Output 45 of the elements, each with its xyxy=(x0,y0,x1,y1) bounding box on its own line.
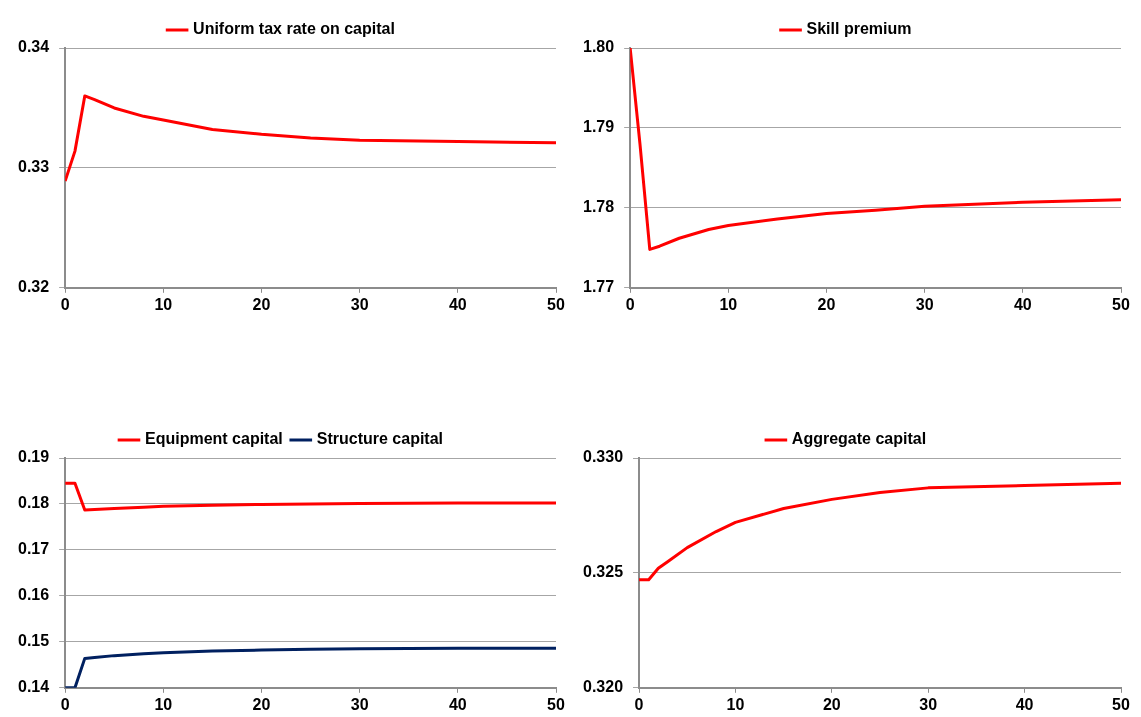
y-tick-label: 0.14 xyxy=(18,678,50,696)
y-tick-label: 0.325 xyxy=(582,563,624,581)
x-tick-label: 30 xyxy=(350,295,369,313)
x-tick-label: 50 xyxy=(547,695,565,713)
legend-label: Aggregate capital xyxy=(791,430,927,448)
x-tick-label: 20 xyxy=(252,695,271,713)
x-tick-label: 50 xyxy=(1112,295,1130,313)
x-tick-label: 0 xyxy=(634,695,644,713)
y-tick-label: 0.320 xyxy=(582,678,624,696)
x-tick-label: 0 xyxy=(625,295,635,313)
x-tick-label: 30 xyxy=(350,695,369,713)
y-tick-label: 0.34 xyxy=(18,38,50,56)
y-tick-label: 0.19 xyxy=(18,448,50,466)
y-tick-label: 0.17 xyxy=(18,540,50,558)
legend-label: Skill premium xyxy=(806,20,912,38)
x-tick-label: 20 xyxy=(822,695,841,713)
legend-label: Uniform tax rate on capital xyxy=(193,20,395,38)
x-tick-label: 10 xyxy=(154,295,173,313)
x-tick-label: 10 xyxy=(154,695,173,713)
x-tick-label: 40 xyxy=(448,695,467,713)
x-tick-label: 0 xyxy=(60,295,70,313)
y-tick-label: 1.78 xyxy=(583,198,615,216)
y-tick-label: 1.80 xyxy=(583,38,615,56)
y-tick-label: 0.32 xyxy=(18,278,50,296)
x-tick-label: 10 xyxy=(726,695,745,713)
x-tick-label: 40 xyxy=(1013,295,1032,313)
x-tick-label: 30 xyxy=(915,295,934,313)
x-tick-label: 30 xyxy=(919,695,938,713)
y-tick-label: 1.77 xyxy=(583,278,615,296)
y-tick-label: 0.16 xyxy=(18,586,50,604)
x-tick-label: 10 xyxy=(719,295,738,313)
x-tick-label: 20 xyxy=(817,295,836,313)
y-tick-label: 1.79 xyxy=(583,118,615,136)
y-tick-label: 0.18 xyxy=(18,494,50,512)
y-tick-label: 0.33 xyxy=(18,158,50,176)
y-tick-label: 0.330 xyxy=(582,448,624,466)
y-tick-label: 0.15 xyxy=(18,632,50,650)
x-tick-label: 40 xyxy=(448,295,467,313)
legend-label: Equipment capital xyxy=(144,430,283,448)
x-tick-label: 50 xyxy=(547,295,565,313)
legend-label: Structure capital xyxy=(316,430,444,448)
x-tick-label: 50 xyxy=(1112,695,1130,713)
x-tick-label: 40 xyxy=(1015,695,1034,713)
x-tick-label: 0 xyxy=(60,695,70,713)
x-tick-label: 20 xyxy=(252,295,271,313)
